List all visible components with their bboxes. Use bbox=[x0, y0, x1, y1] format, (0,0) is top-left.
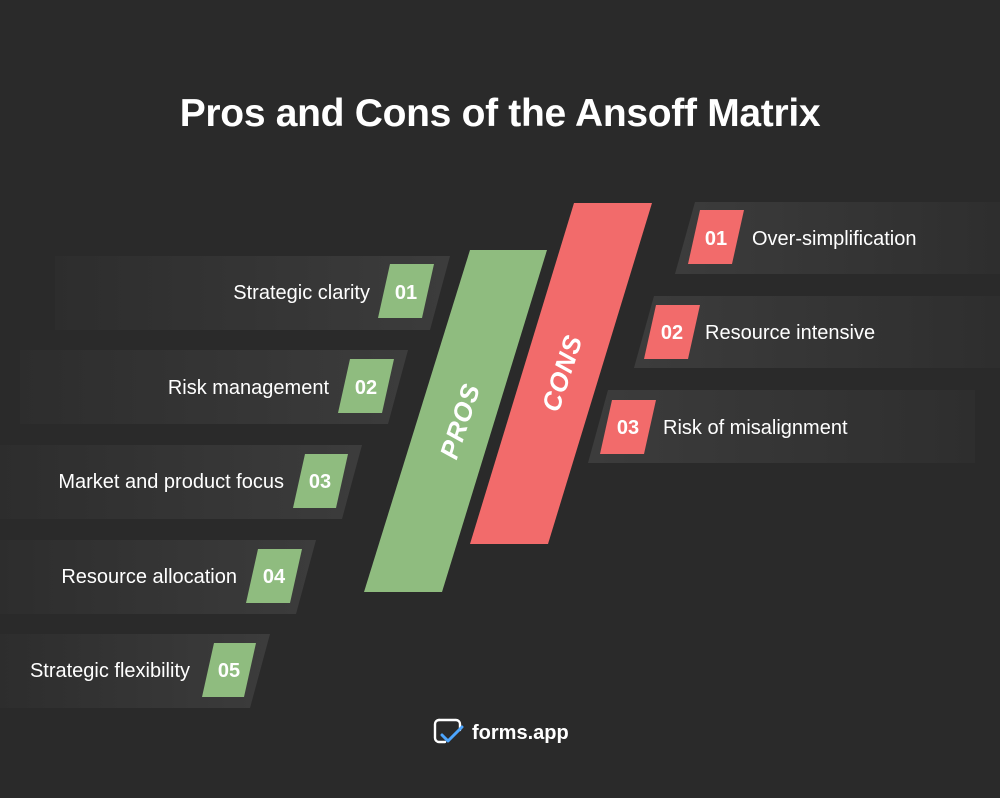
cons-band-3 bbox=[588, 390, 975, 463]
pros-band-3 bbox=[0, 445, 362, 519]
pros-badge-1 bbox=[378, 264, 434, 318]
cons-item-2-number: 02 bbox=[660, 322, 684, 344]
pros-item-4-label: Resource allocation bbox=[61, 566, 237, 588]
pros-band-2 bbox=[20, 350, 408, 424]
cons-band-1 bbox=[675, 202, 1000, 274]
cons-item-1-number: 01 bbox=[704, 228, 728, 250]
pros-badge-4 bbox=[246, 549, 302, 603]
forms-app-logo-icon bbox=[432, 716, 464, 751]
pros-badge-5 bbox=[202, 643, 256, 697]
pros-item-4-number: 04 bbox=[262, 566, 286, 588]
pros-item-1-label: Strategic clarity bbox=[233, 282, 370, 304]
cons-item-3-number: 03 bbox=[616, 417, 640, 439]
pros-item-3-label: Market and product focus bbox=[58, 471, 284, 493]
cons-badge-1 bbox=[688, 210, 744, 264]
pros-item-5-number: 05 bbox=[217, 660, 241, 682]
cons-item-1-label: Over-simplification bbox=[752, 228, 917, 250]
pros-badge-3 bbox=[293, 454, 348, 508]
pros-band-5 bbox=[0, 634, 270, 708]
cons-band-2 bbox=[634, 296, 1000, 368]
cons-badge-3 bbox=[600, 400, 656, 454]
cons-badge-2 bbox=[644, 305, 700, 359]
pros-band-4 bbox=[0, 540, 316, 614]
cons-item-2-label: Resource intensive bbox=[705, 322, 876, 344]
pros-item-1-number: 01 bbox=[394, 282, 418, 304]
cons-item-3-label: Risk of misalignment bbox=[663, 417, 848, 439]
cons-bar bbox=[470, 203, 652, 544]
page-title: Pros and Cons of the Ansoff Matrix bbox=[179, 92, 821, 135]
footer-brand: forms.app bbox=[472, 721, 569, 744]
pros-item-3-number: 03 bbox=[308, 471, 332, 493]
pros-band-1 bbox=[55, 256, 450, 330]
pros-item-5-label: Strategic flexibility bbox=[29, 660, 190, 682]
pros-item-2-number: 02 bbox=[354, 377, 378, 399]
pros-bar bbox=[364, 250, 547, 592]
pros-badge-2 bbox=[338, 359, 394, 413]
pros-item-2-label: Risk management bbox=[167, 377, 329, 399]
footer: forms.app bbox=[432, 717, 569, 749]
